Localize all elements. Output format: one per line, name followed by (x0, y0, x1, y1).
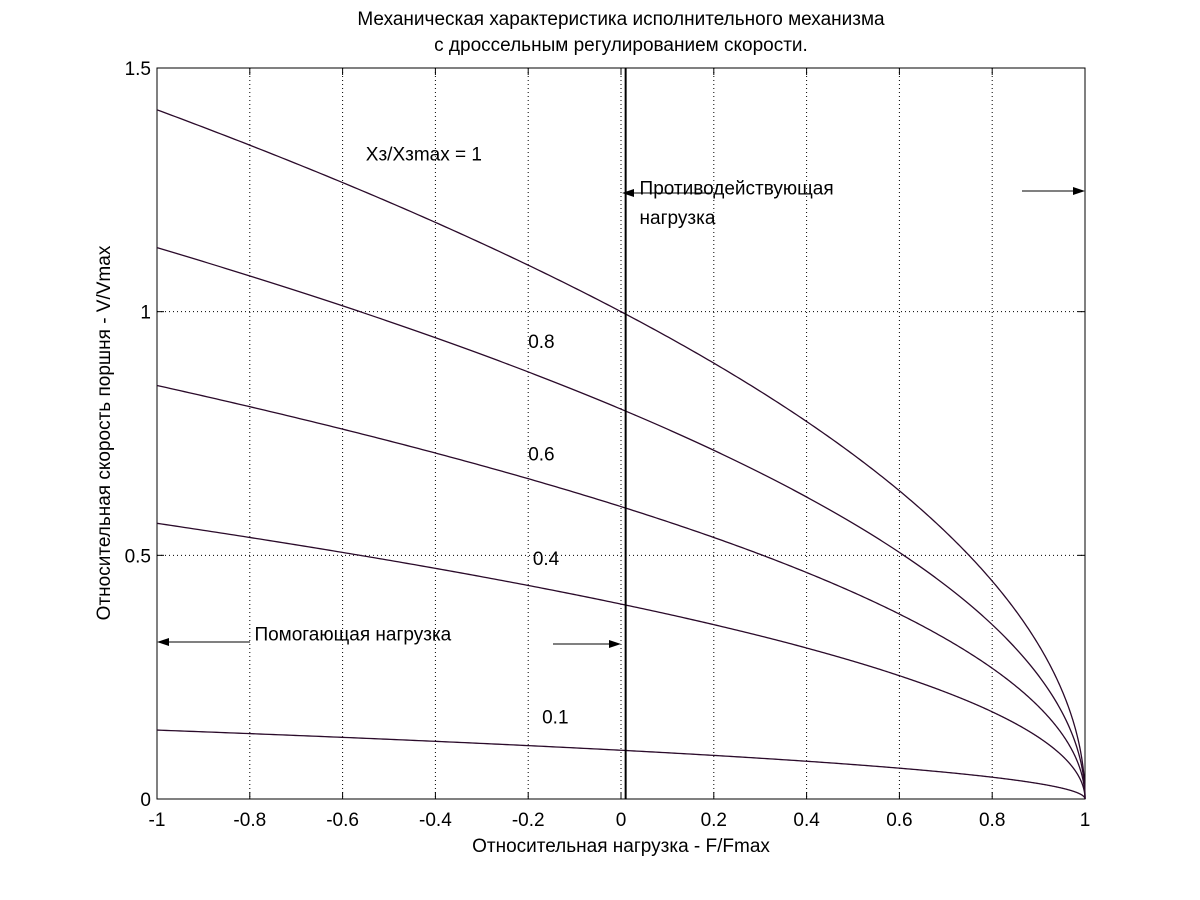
curve-labels: Xз/Xзmax = 1 0.8 0.6 0.4 0.1 (366, 145, 569, 729)
curve-label: 0.4 (533, 549, 560, 570)
arrowhead-assisting-left (157, 638, 169, 646)
grid (157, 68, 1085, 799)
annotation-text: Противодействующая (640, 179, 834, 200)
y-tick-label: 1.5 (125, 59, 151, 80)
arrowhead-assisting-right (609, 640, 621, 648)
series-line-0.6 (156, 384, 1086, 800)
y-tick-label: 0 (140, 790, 151, 811)
annotations: Противодействующая нагрузка Помогающая наг… (254, 179, 833, 646)
x-tick-label: 0 (616, 810, 627, 831)
series-line-0.4 (156, 522, 1086, 800)
annotation-text: Помогающая нагрузка (254, 625, 451, 646)
series-line-1 (156, 109, 1086, 800)
x-axis-label: Относительная нагрузка - F/Fmax (472, 836, 770, 857)
x-tick-label: 0.8 (979, 810, 1005, 831)
y-tick-label: 1 (140, 303, 151, 324)
x-tick-label: -1 (149, 810, 166, 831)
y-tick-label: 0.5 (125, 546, 151, 567)
plot-frame (156, 67, 1086, 800)
y-axis-label: Относительная скорость поршня - V/Vmax (94, 245, 115, 620)
x-tick-label: 1 (1080, 810, 1091, 831)
x-tick-label: 0.4 (793, 810, 820, 831)
curve-label: 0.8 (528, 332, 554, 353)
x-tick-label: -0.4 (419, 810, 452, 831)
x-tick-label: -0.6 (326, 810, 359, 831)
arrowhead-opposing-left (622, 189, 634, 197)
axis-ticks: -1 -0.8 -0.6 -0.4 -0.2 0 0.2 0.4 0.6 0.8 1 0 0.5 1 1.5 (125, 59, 1091, 831)
x-tick-label: 0.2 (701, 810, 727, 831)
x-tick-label: -0.8 (233, 810, 266, 831)
x-tick-label: -0.2 (512, 810, 545, 831)
annotation-text: нагрузка (640, 208, 716, 229)
series-line-0.1 (156, 729, 1086, 800)
curve-label: Xз/Xзmax = 1 (366, 145, 482, 166)
curve-label: 0.6 (528, 444, 554, 465)
chart-title-line-2: с дроссельным регулированием скорости. (434, 35, 808, 56)
series-layer (156, 109, 1086, 800)
arrowhead-opposing-right (1073, 187, 1085, 195)
curve-label: 0.1 (542, 707, 568, 728)
x-tick-label: 0.6 (886, 810, 912, 831)
series-line-0.8 (156, 247, 1086, 800)
chart-title-line-1: Механическая характеристика исполнительн… (357, 9, 885, 30)
